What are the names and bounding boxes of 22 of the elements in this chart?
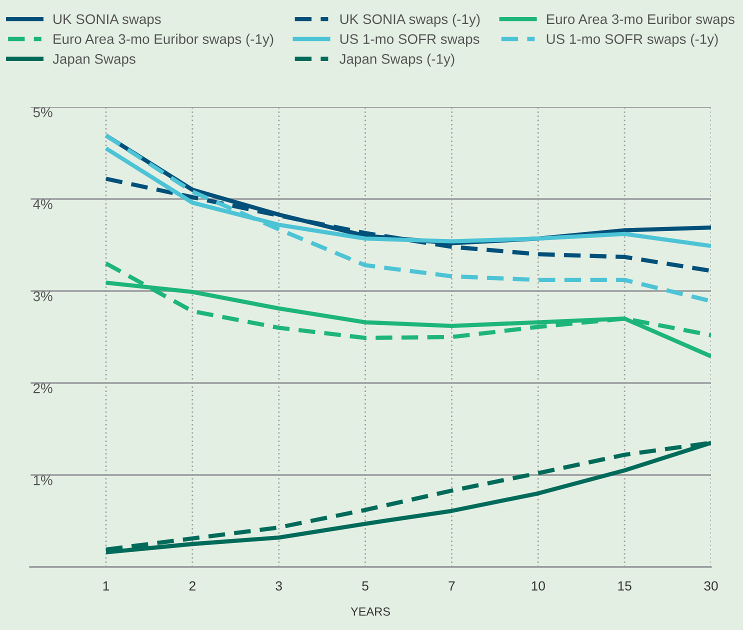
legend-label: Japan Swaps (-1y) (340, 54, 454, 67)
y-tick-label: 2% (33, 383, 52, 394)
legend-label: US 1-mo SOFR swaps (-1y) (546, 34, 718, 47)
y-tick-label: 1% (34, 475, 52, 486)
legend-label: Euro Area 3-mo Euribor swaps (-1y) (54, 34, 274, 47)
legend-label: Euro Area 3-mo Euribor swaps (546, 14, 734, 27)
x-tick-label: 3 (276, 581, 282, 591)
y-tick-label: 4% (33, 199, 52, 210)
x-axis-title: YEARS (350, 607, 390, 616)
legend-label: UK SONIA swaps (54, 14, 161, 27)
x-tick-label: 30 (704, 581, 718, 591)
legend-label: Japan Swaps (52, 54, 136, 67)
x-tick-label: 5 (362, 581, 368, 591)
y-tick-label: 5% (33, 107, 52, 118)
x-tick-label: 10 (532, 581, 545, 591)
x-tick-label: 7 (448, 581, 455, 590)
legend-label: US 1-mo SOFR swaps (340, 34, 480, 47)
y-tick-label: 3% (33, 291, 52, 302)
x-tick-label: 15 (618, 581, 632, 591)
legend-label: UK SONIA swaps (-1y) (340, 14, 480, 27)
x-tick-label: 1 (103, 581, 110, 590)
x-tick-label: 2 (189, 581, 196, 590)
